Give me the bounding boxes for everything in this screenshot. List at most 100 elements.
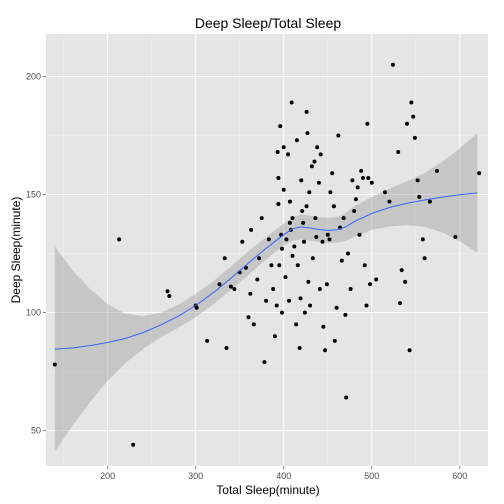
data-point: [327, 237, 332, 242]
data-point: [361, 176, 365, 180]
data-point: [312, 159, 317, 164]
data-point: [295, 263, 300, 268]
data-point: [399, 268, 404, 273]
data-point: [240, 239, 245, 244]
data-points: [52, 62, 482, 447]
data-point: [286, 152, 291, 157]
data-point: [336, 133, 341, 138]
smooth-line-layer: [54, 192, 478, 350]
data-point: [411, 114, 416, 119]
data-point: [362, 263, 367, 268]
data-point: [341, 216, 346, 221]
data-point: [276, 202, 281, 206]
data-point: [368, 282, 372, 287]
data-point: [277, 263, 282, 268]
data-point: [251, 322, 256, 327]
data-point: [348, 287, 353, 291]
data-point: [165, 289, 170, 294]
x-tick-label: 200: [100, 471, 115, 481]
data-point: [255, 277, 260, 282]
data-point: [352, 209, 357, 213]
data-point: [52, 362, 57, 367]
data-point: [365, 121, 370, 126]
data-point: [317, 287, 322, 291]
data-point: [298, 296, 303, 301]
data-point: [412, 135, 417, 140]
chart-title: Deep Sleep/Total Sleep: [195, 15, 342, 31]
data-point: [269, 263, 274, 268]
data-point: [344, 395, 349, 400]
data-point: [289, 100, 294, 105]
data-point: [331, 204, 336, 209]
data-point: [300, 209, 305, 213]
x-tick-label: 600: [452, 471, 467, 481]
data-point: [287, 199, 292, 204]
data-point: [383, 190, 387, 195]
data-point: [284, 237, 289, 242]
data-point: [313, 216, 318, 221]
data-point: [262, 360, 267, 365]
data-point: [297, 346, 302, 350]
data-point: [409, 100, 414, 105]
data-point: [249, 227, 254, 232]
data-point: [275, 150, 280, 154]
data-point: [477, 171, 482, 176]
data-point: [266, 237, 271, 242]
data-point: [359, 168, 364, 173]
data-point: [323, 348, 328, 353]
grid-lines: [46, 34, 488, 466]
data-point: [325, 232, 330, 237]
data-point: [167, 294, 172, 298]
data-point: [346, 251, 350, 256]
data-point: [407, 348, 412, 353]
data-point: [305, 131, 310, 136]
data-point: [339, 258, 344, 263]
data-point: [194, 305, 199, 310]
data-point: [316, 180, 321, 185]
data-point: [280, 310, 284, 315]
data-point: [283, 275, 288, 280]
data-point: [366, 176, 371, 180]
data-point: [246, 315, 251, 320]
data-point: [117, 237, 122, 242]
y-tick-label: 150: [26, 190, 41, 200]
data-point: [453, 235, 458, 239]
data-point: [257, 256, 262, 261]
data-point: [264, 298, 269, 303]
data-point: [417, 194, 422, 199]
y-axis-label: Deep Sleep(minute): [9, 197, 23, 304]
data-point: [390, 62, 395, 67]
data-point: [222, 256, 227, 261]
data-point: [403, 279, 408, 284]
data-point: [271, 287, 276, 291]
data-point: [302, 239, 306, 244]
data-point: [415, 178, 420, 183]
data-point: [307, 190, 312, 195]
data-point: [274, 303, 279, 308]
data-point: [334, 305, 339, 310]
data-point: [259, 216, 264, 221]
data-point: [398, 301, 402, 306]
data-point: [315, 145, 320, 150]
y-tick-label: 200: [26, 71, 41, 81]
data-point: [131, 442, 136, 447]
data-point: [357, 232, 362, 237]
data-point: [292, 244, 297, 249]
x-tick-label: 300: [188, 471, 203, 481]
data-point: [276, 176, 281, 180]
data-point: [280, 246, 284, 251]
data-point: [290, 216, 295, 221]
data-point: [420, 237, 425, 242]
data-point: [355, 185, 360, 190]
data-point: [281, 145, 286, 150]
data-point: [308, 303, 313, 308]
data-point: [272, 334, 277, 339]
data-point: [278, 124, 283, 129]
y-axis-ticks: 50 100 150 200: [26, 71, 46, 436]
data-point: [299, 178, 304, 183]
confidence-ribbon: [54, 132, 478, 452]
confidence-ribbon-layer: [54, 132, 478, 452]
x-tick-label: 500: [364, 471, 379, 481]
data-point: [324, 282, 329, 287]
